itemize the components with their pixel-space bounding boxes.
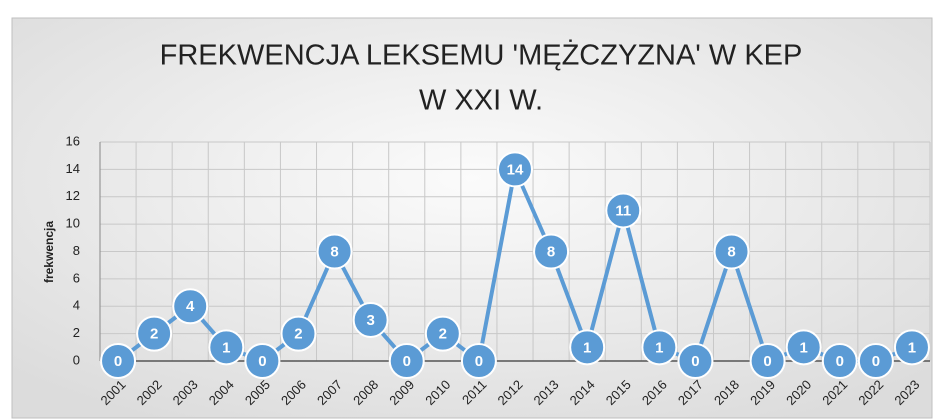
data-label: 1 <box>222 339 230 356</box>
data-label: 0 <box>872 353 880 370</box>
data-label: 1 <box>800 339 808 356</box>
chart-title: W XXI W. <box>419 85 543 117</box>
y-tick-label: 2 <box>73 325 80 340</box>
data-point <box>641 329 678 366</box>
data-label: 4 <box>186 298 195 315</box>
data-label: 11 <box>615 202 631 219</box>
data-label: 8 <box>547 243 555 260</box>
data-label: 2 <box>150 326 158 343</box>
data-point <box>821 343 858 379</box>
data-point <box>605 192 642 229</box>
y-tick-label: 8 <box>73 243 80 258</box>
y-tick-label: 12 <box>66 188 80 203</box>
data-label: 1 <box>655 339 663 356</box>
data-point <box>533 233 570 270</box>
y-tick-label: 16 <box>66 133 80 148</box>
data-point <box>100 343 137 379</box>
data-point <box>280 315 317 352</box>
data-label: 1 <box>908 339 916 356</box>
data-label: 2 <box>439 326 447 343</box>
data-label: 0 <box>475 353 483 370</box>
data-point <box>172 288 209 325</box>
data-point <box>208 329 245 366</box>
data-point <box>569 329 606 366</box>
data-label: 8 <box>330 243 338 260</box>
data-point <box>316 233 353 270</box>
data-label: 3 <box>366 312 374 329</box>
y-tick-label: 14 <box>66 161 80 176</box>
data-point <box>785 329 822 366</box>
data-point <box>713 233 750 270</box>
data-point <box>857 343 894 379</box>
data-point <box>352 301 389 338</box>
data-point <box>424 315 461 352</box>
data-point <box>677 343 714 379</box>
data-label: 0 <box>691 353 699 370</box>
data-label: 0 <box>114 353 122 370</box>
data-label: 2 <box>294 326 302 343</box>
y-tick-label: 4 <box>73 298 80 313</box>
data-point <box>497 151 533 188</box>
data-label: 0 <box>763 353 771 370</box>
data-label: 0 <box>403 353 411 370</box>
y-tick-label: 6 <box>73 270 80 285</box>
data-point <box>749 343 786 379</box>
data-label: 8 <box>727 243 735 260</box>
data-point <box>460 343 497 379</box>
y-tick-label: 10 <box>66 216 80 231</box>
data-point <box>244 343 281 379</box>
data-label: 0 <box>836 353 844 370</box>
data-point <box>388 343 425 379</box>
data-point <box>893 329 930 366</box>
y-tick-label: 0 <box>73 352 80 367</box>
data-point <box>136 315 173 352</box>
chart-title: FREKWENCJA LEKSEMU 'MĘŻCZYZNA' W KEP <box>160 39 803 72</box>
data-label: 0 <box>258 353 266 370</box>
data-label: 1 <box>583 339 591 356</box>
data-label: 14 <box>507 161 524 178</box>
y-axis-label: frekwencja <box>42 221 56 283</box>
